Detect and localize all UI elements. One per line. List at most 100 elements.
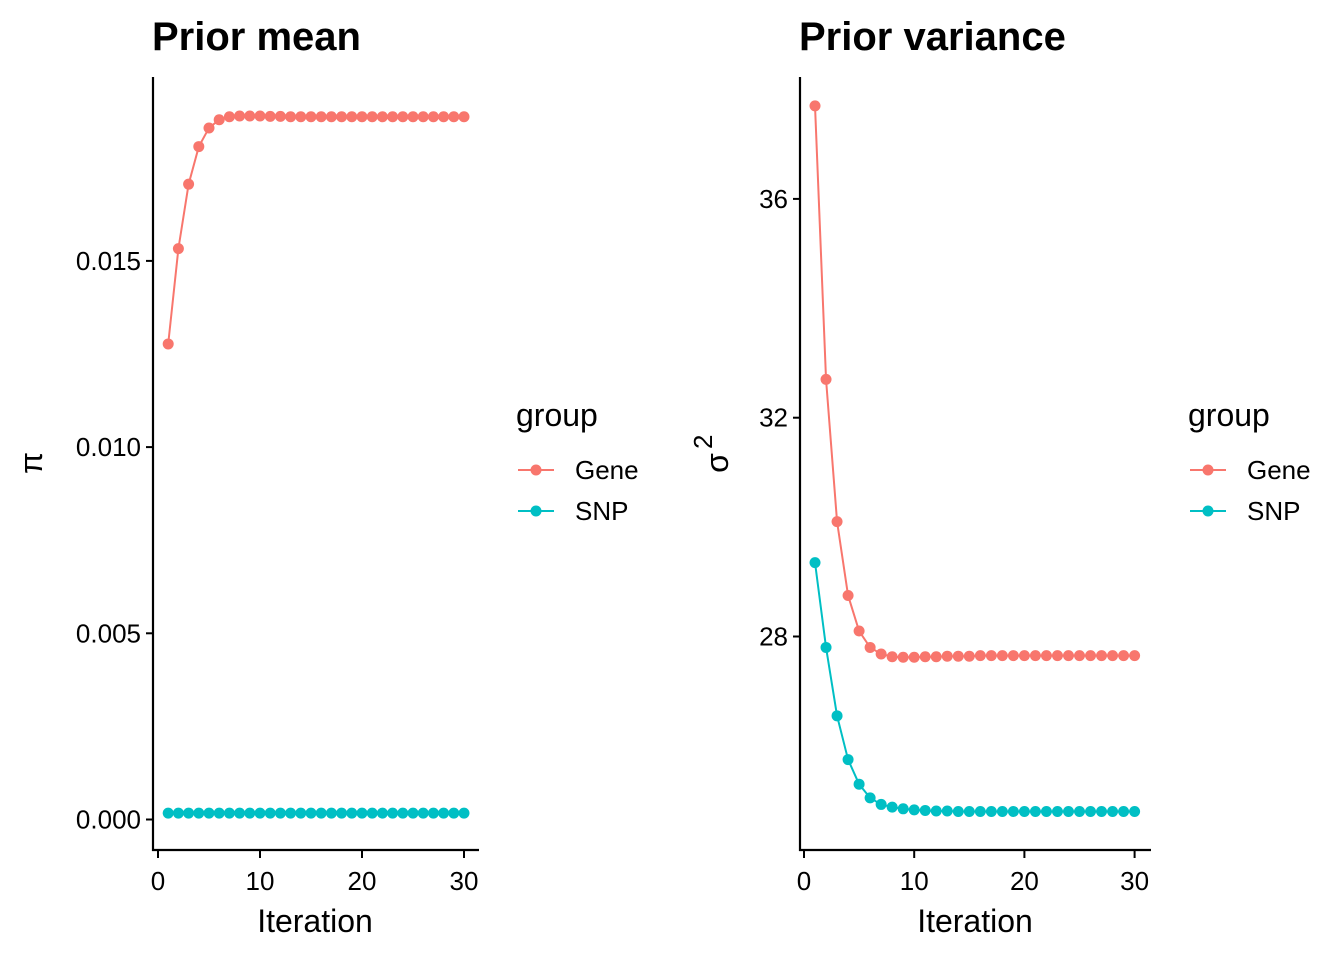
data-point-gene — [376, 111, 388, 123]
data-point-gene — [1107, 650, 1119, 662]
data-point-gene — [203, 122, 215, 134]
data-point-snp — [213, 807, 225, 819]
data-point-snp — [1007, 806, 1019, 818]
series-line-gene — [814, 105, 1135, 659]
data-point-snp — [387, 807, 399, 819]
legend-key-snp-point — [1202, 505, 1214, 517]
data-point-snp — [346, 807, 358, 819]
data-point-snp — [1051, 806, 1063, 818]
data-point-gene — [963, 650, 975, 662]
data-point-gene — [1096, 650, 1108, 662]
data-point-gene — [458, 111, 470, 123]
data-point-snp — [897, 803, 909, 815]
data-point-gene — [223, 111, 235, 123]
legend-title: group — [516, 397, 598, 433]
panel-prior-mean: Prior mean 0.000 0.005 0.010 0.015 0 10 20 30 I… — [13, 15, 639, 939]
data-point-snp — [162, 807, 174, 819]
data-point-snp — [853, 778, 865, 790]
data-point-snp — [1029, 806, 1041, 818]
data-point-snp — [842, 754, 854, 766]
x-tick-label: 0 — [797, 866, 811, 896]
data-point-gene — [1007, 650, 1019, 662]
data-point-snp — [336, 807, 348, 819]
data-point-snp — [295, 807, 307, 819]
x-tick-label: 10 — [246, 866, 275, 896]
series-line-snp — [814, 562, 1135, 813]
data-point-gene — [366, 111, 378, 123]
data-point-gene — [996, 650, 1008, 662]
data-point-snp — [875, 798, 887, 810]
data-point-gene — [974, 650, 986, 662]
data-point-gene — [831, 516, 843, 528]
data-point-snp — [1085, 806, 1097, 818]
y-tick-label: 28 — [759, 622, 788, 652]
data-point-snp — [264, 807, 276, 819]
data-point-gene — [809, 100, 821, 112]
data-point-snp — [820, 641, 832, 653]
plot-area: 28 32 36 0 10 20 30 — [759, 77, 1151, 896]
data-point-gene — [853, 625, 865, 637]
data-point-snp — [193, 807, 205, 819]
x-tick-label: 0 — [151, 866, 165, 896]
series-line-gene — [167, 115, 464, 345]
legend-label-gene: Gene — [575, 455, 639, 485]
y-tick-label: 32 — [759, 403, 788, 433]
data-point-gene — [417, 111, 429, 123]
legend: group Gene SNP — [516, 397, 639, 526]
data-point-gene — [264, 110, 276, 122]
data-point-gene — [285, 111, 297, 123]
data-point-snp — [285, 807, 297, 819]
data-point-gene — [305, 111, 317, 123]
data-point-gene — [842, 589, 854, 601]
data-point-gene — [1085, 650, 1097, 662]
data-point-gene — [387, 111, 399, 123]
data-point-snp — [919, 804, 931, 816]
data-point-snp — [941, 805, 953, 817]
data-point-snp — [438, 807, 450, 819]
y-tick-label: 0.000 — [76, 805, 141, 835]
data-point-snp — [1118, 806, 1130, 818]
data-point-gene — [886, 651, 898, 663]
data-point-gene — [820, 373, 832, 385]
data-point-snp — [1107, 806, 1119, 818]
legend-key-snp-point — [530, 505, 542, 517]
data-point-snp — [985, 806, 997, 818]
y-axis-title: π — [13, 452, 49, 474]
x-tick-label: 20 — [1010, 866, 1039, 896]
legend-label-snp: SNP — [575, 496, 628, 526]
data-point-snp — [1018, 806, 1030, 818]
data-point-snp — [974, 806, 986, 818]
data-point-snp — [1062, 806, 1074, 818]
data-point-gene — [407, 111, 419, 123]
data-point-snp — [244, 807, 256, 819]
data-point-gene — [919, 651, 931, 663]
data-point-gene — [864, 641, 876, 653]
data-point-snp — [417, 807, 429, 819]
data-point-snp — [1074, 806, 1085, 818]
data-point-gene — [183, 178, 195, 190]
data-point-gene — [325, 111, 337, 123]
data-point-snp — [397, 807, 409, 819]
data-point-snp — [172, 807, 184, 819]
data-point-gene — [346, 111, 358, 123]
data-point-gene — [448, 111, 460, 123]
data-point-gene — [438, 111, 450, 123]
y-tick-label: 0.015 — [76, 246, 141, 276]
y-axis-title-superscript: 2 — [688, 435, 718, 449]
data-point-snp — [376, 807, 388, 819]
data-point-gene — [1062, 650, 1074, 662]
data-point-gene — [1018, 650, 1030, 662]
data-point-snp — [809, 557, 821, 569]
data-point-gene — [356, 111, 368, 123]
data-point-gene — [985, 650, 997, 662]
data-point-snp — [325, 807, 337, 819]
x-tick-label: 20 — [348, 866, 377, 896]
y-tick-label: 36 — [759, 184, 788, 214]
legend-label-snp: SNP — [1247, 496, 1300, 526]
data-point-gene — [908, 651, 920, 663]
data-point-gene — [397, 111, 409, 123]
data-point-gene — [274, 110, 286, 122]
data-point-snp — [963, 806, 975, 818]
data-point-snp — [183, 807, 195, 819]
data-point-snp — [223, 807, 235, 819]
